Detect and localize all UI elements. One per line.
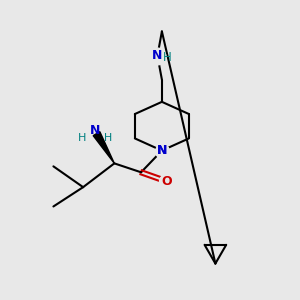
Text: N: N <box>90 124 100 136</box>
Text: H     H: H H <box>78 133 112 143</box>
Polygon shape <box>93 132 114 164</box>
Text: N: N <box>152 49 163 62</box>
Text: N: N <box>157 144 167 157</box>
Text: N: N <box>157 144 167 157</box>
Text: H: H <box>163 51 171 64</box>
Text: O: O <box>161 175 172 188</box>
